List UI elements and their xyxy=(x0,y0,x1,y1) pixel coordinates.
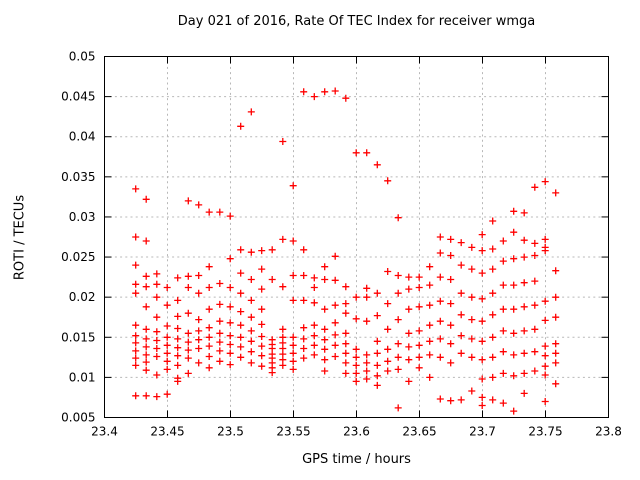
y-tick-label: 0.05 xyxy=(69,50,96,64)
y-tick-label: 0.02 xyxy=(69,290,96,304)
x-tick-label: 23.7 xyxy=(469,425,496,439)
y-tick-label: 0.035 xyxy=(61,170,95,184)
y-tick-label: 0.045 xyxy=(61,90,95,104)
y-tick-label: 0.04 xyxy=(69,130,96,144)
x-tick-label: 23.4 xyxy=(91,425,118,439)
plot-border xyxy=(104,56,609,418)
x-tick-label: 23.75 xyxy=(528,425,562,439)
x-tick-label: 23.45 xyxy=(150,425,184,439)
y-tick-label: 0.015 xyxy=(61,330,95,344)
y-tick-label: 0.005 xyxy=(61,411,95,425)
x-tick-label: 23.5 xyxy=(217,425,244,439)
y-tick-label: 0.01 xyxy=(69,370,96,384)
y-tick-label: 0.025 xyxy=(61,250,95,264)
x-tick-label: 23.8 xyxy=(595,425,622,439)
data-point-markers xyxy=(132,87,560,415)
x-axis-title: GPS time / hours xyxy=(302,452,411,467)
x-tick-label: 23.6 xyxy=(343,425,370,439)
chart-title: Day 021 of 2016, Rate Of TEC Index for r… xyxy=(177,14,536,29)
x-tick-label: 23.65 xyxy=(402,425,436,439)
y-tick-label: 0.03 xyxy=(69,210,96,224)
x-tick-label: 23.55 xyxy=(276,425,310,439)
